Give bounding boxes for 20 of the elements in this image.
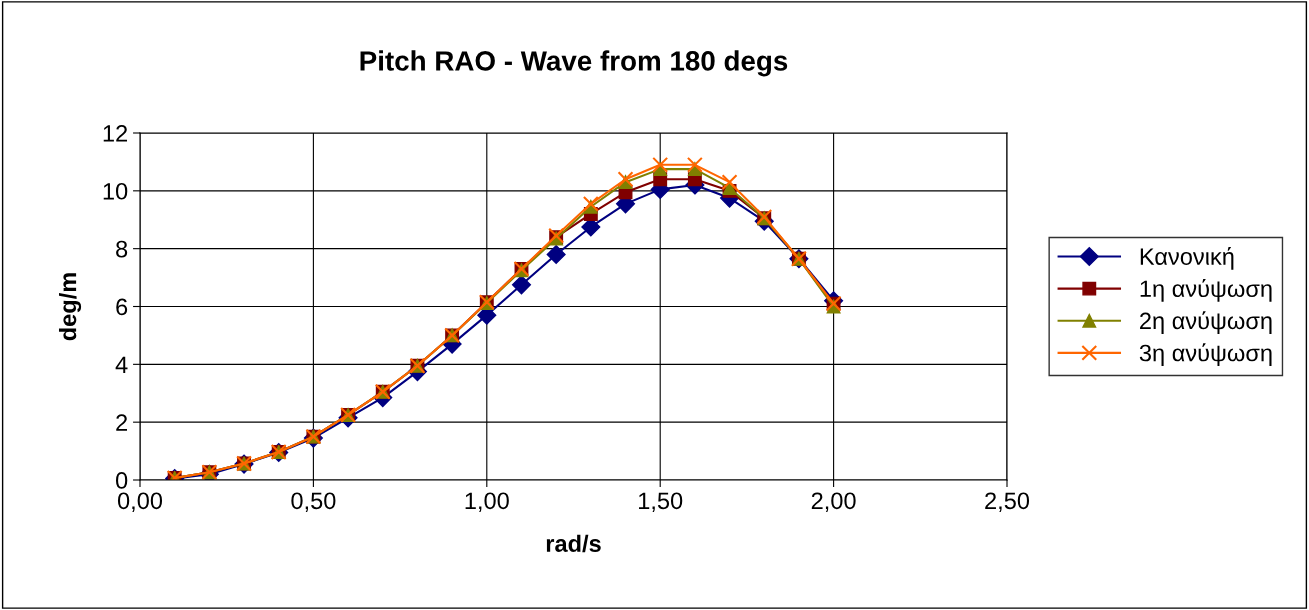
y-tick-label: 10 [103,182,128,200]
x-tick-label: 0,00 [117,492,163,512]
x-tick-label: 2,00 [811,492,856,512]
legend-label: Κανονική [1140,246,1234,270]
y-tick-label: 4 [115,356,128,373]
x-tick-label: 2,50 [985,492,1030,512]
y-tick-label: 6 [116,298,128,316]
legend-label: 3η ανύψωση [1139,343,1272,367]
y-axis-title: deg/m [58,273,82,341]
chart-title: Pitch RAO - Wave from 180 degs [360,50,788,77]
y-tick-label: 2 [116,414,128,431]
legend-label: 2η ανύψωση [1140,311,1272,334]
x-tick-label: 1,50 [639,492,683,512]
y-tick-label: 12 [103,125,128,142]
x-tick-label: 1,00 [465,492,509,512]
x-axis-title: rad/s [546,534,601,553]
y-tick-label: 8 [116,240,128,258]
y-tick-label: 0 [115,472,128,489]
x-tick-label: 0,50 [291,492,336,512]
legend-label: 1η ανύψωση [1140,279,1272,302]
